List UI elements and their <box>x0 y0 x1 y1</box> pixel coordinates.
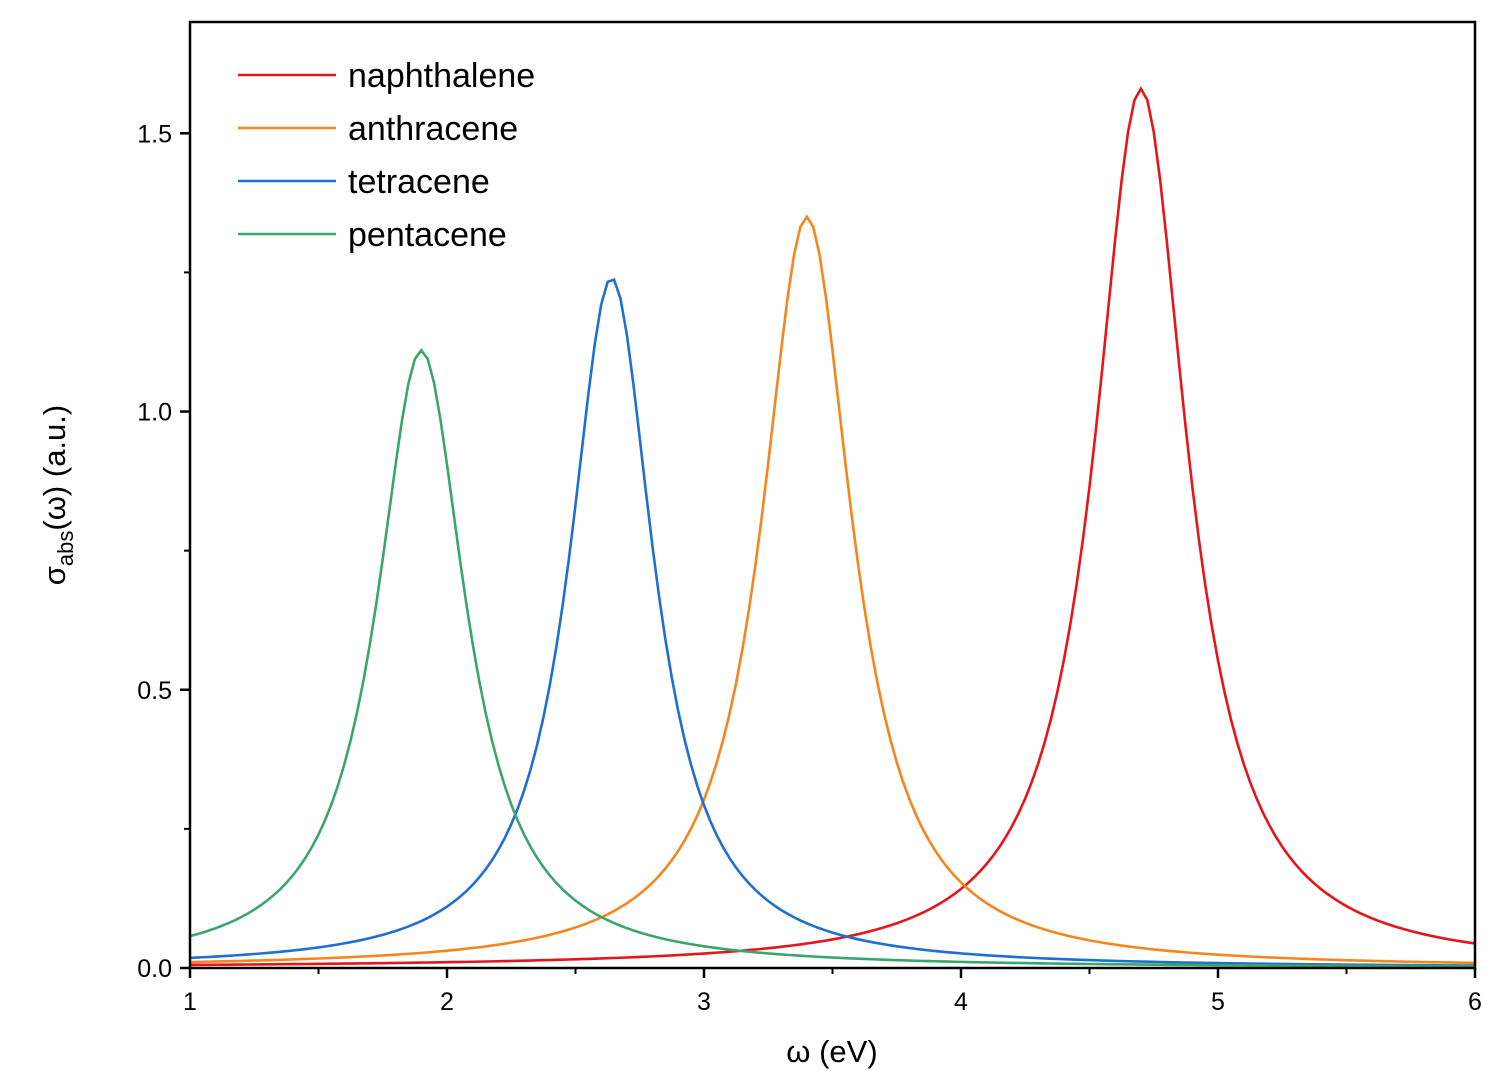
x-tick-label: 2 <box>440 988 454 1016</box>
series-line-tetracene <box>189 278 1476 967</box>
y-axis-label-main: σ <box>37 566 72 585</box>
x-tick-label: 1 <box>183 988 197 1016</box>
x-axis-label: ω (eV) <box>786 1034 877 1069</box>
y-axis-label: σabs(ω) (a.u.) <box>37 405 78 585</box>
series-line-pentacene <box>189 348 1476 968</box>
legend-label-tetracene: tetracene <box>348 163 490 201</box>
legend: naphthalene anthracene tetracene pentacene <box>238 57 535 254</box>
legend-label-anthracene: anthracene <box>348 110 518 148</box>
legend-label-naphthalene: naphthalene <box>348 57 535 95</box>
y-tick-label: 1.0 <box>137 399 172 427</box>
series-line-naphthalene <box>189 86 1476 967</box>
y-tick-label: 0.5 <box>137 677 172 705</box>
y-axis-label-rest: (ω) (a.u.) <box>37 405 72 531</box>
x-tick-label: 6 <box>1468 988 1482 1016</box>
series-layer <box>189 86 1476 968</box>
y-tick-label: 1.5 <box>137 120 172 148</box>
y-tick-label: 0.0 <box>137 955 172 983</box>
ticks-layer: 1 2 3 4 5 6 0.0 0.5 1.0 1.5 <box>137 120 1482 1016</box>
y-axis-label-sub: abs <box>53 531 78 566</box>
series-line-anthracene <box>189 214 1476 965</box>
x-tick-label: 4 <box>954 988 968 1016</box>
x-tick-label: 3 <box>697 988 711 1016</box>
legend-label-pentacene: pentacene <box>348 216 507 254</box>
x-tick-label: 5 <box>1211 988 1225 1016</box>
